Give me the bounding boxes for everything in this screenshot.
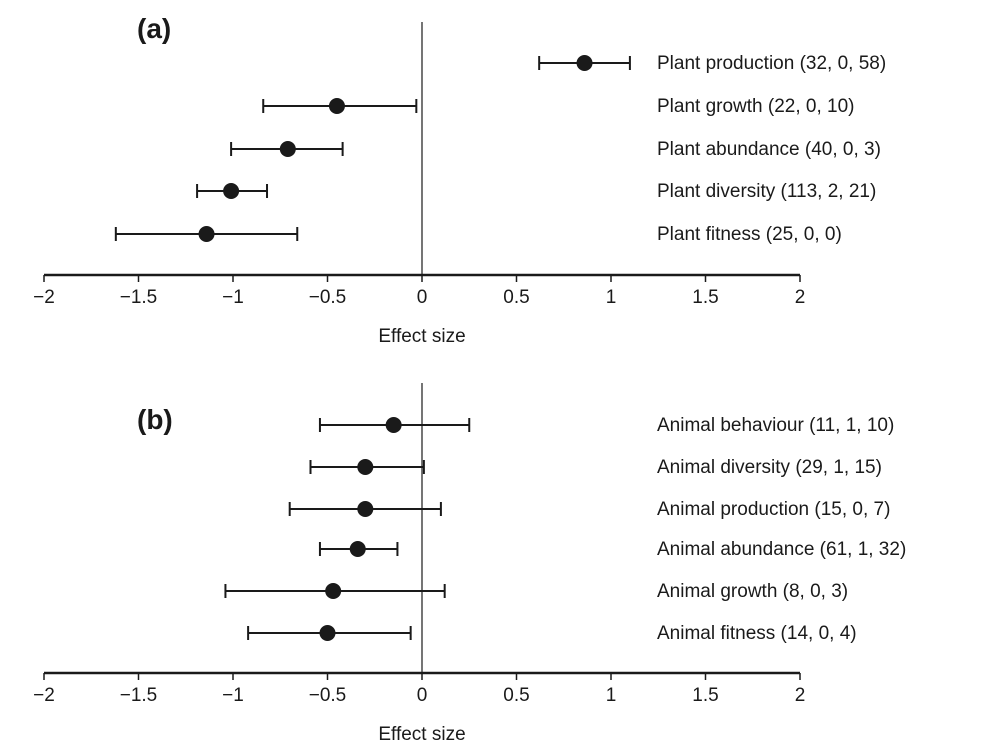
effect-size-point: [223, 183, 240, 199]
x-tick-label: −1: [222, 287, 244, 308]
x-tick-label: −1.5: [120, 287, 158, 308]
x-tick-label: 0.5: [503, 287, 529, 308]
row-label: Animal growth (8, 0, 3): [657, 581, 848, 602]
row-label: Animal production (15, 0, 7): [657, 499, 890, 520]
panel-a: −2 −1.5 −1 −0.5 0 0.5 1 1.5 2 Effect size (a) Plant…: [33, 13, 886, 347]
forest-row: Plant fitness (25, 0, 0): [114, 224, 842, 245]
x-tick-label: 0: [417, 287, 428, 308]
forest-row: Plant abundance (40, 0, 3): [230, 139, 881, 160]
row-label: Plant abundance (40, 0, 3): [657, 139, 881, 160]
effect-size-point: [319, 625, 336, 641]
row-label: Animal fitness (14, 0, 4): [657, 623, 857, 644]
forest-row: Animal diversity (29, 1, 15): [309, 457, 882, 478]
row-label: Animal diversity (29, 1, 15): [657, 457, 882, 478]
row-label: Plant diversity (113, 2, 21): [657, 181, 876, 202]
x-tick-label: −0.5: [309, 685, 347, 706]
x-axis-title: Effect size: [378, 724, 465, 745]
x-tick-label: 1: [606, 685, 617, 706]
forest-row: Animal behaviour (11, 1, 10): [318, 415, 894, 436]
x-tick-label: −2: [33, 287, 55, 308]
x-tick-label: 0: [417, 685, 428, 706]
forest-row: Plant diversity (113, 2, 21): [196, 181, 876, 202]
effect-size-point: [198, 226, 215, 242]
x-tick-label: 1: [606, 287, 617, 308]
panel-label: (b): [137, 404, 173, 435]
forest-row: Animal fitness (14, 0, 4): [247, 623, 857, 644]
x-tick-label: 2: [795, 287, 806, 308]
x-tick-label: −0.5: [309, 287, 347, 308]
forest-row: Animal growth (8, 0, 3): [224, 581, 848, 602]
x-tick-label: −1: [222, 685, 244, 706]
x-tick-label: 0.5: [503, 685, 529, 706]
row-label: Plant growth (22, 0, 10): [657, 96, 855, 117]
row-label: Animal behaviour (11, 1, 10): [657, 415, 894, 436]
row-label: Plant fitness (25, 0, 0): [657, 224, 842, 245]
effect-size-point: [385, 417, 402, 433]
forest-row: Plant growth (22, 0, 10): [262, 96, 855, 117]
x-tick-label: −1.5: [120, 685, 158, 706]
row-label: Animal abundance (61, 1, 32): [657, 539, 906, 560]
effect-size-point: [279, 141, 296, 157]
effect-size-point: [349, 541, 366, 557]
forest-row: Animal abundance (61, 1, 32): [318, 539, 906, 560]
effect-size-point: [328, 98, 345, 114]
x-tick-label: 1.5: [692, 287, 718, 308]
x-tick-label: 2: [795, 685, 806, 706]
effect-size-point: [325, 583, 342, 599]
panel-label: (a): [137, 13, 171, 44]
forest-row: Animal production (15, 0, 7): [288, 499, 890, 520]
effect-size-point: [576, 55, 593, 71]
row-label: Plant production (32, 0, 58): [657, 53, 886, 74]
x-axis-title: Effect size: [378, 326, 465, 347]
effect-size-point: [357, 501, 374, 517]
forest-row: Plant production (32, 0, 58): [538, 53, 886, 74]
x-tick-label: 1.5: [692, 685, 718, 706]
panel-b: −2 −1.5 −1 −0.5 0 0.5 1 1.5 2 Effect size (b) Anima…: [33, 383, 906, 745]
x-tick-label: −2: [33, 685, 55, 706]
effect-size-point: [357, 459, 374, 475]
